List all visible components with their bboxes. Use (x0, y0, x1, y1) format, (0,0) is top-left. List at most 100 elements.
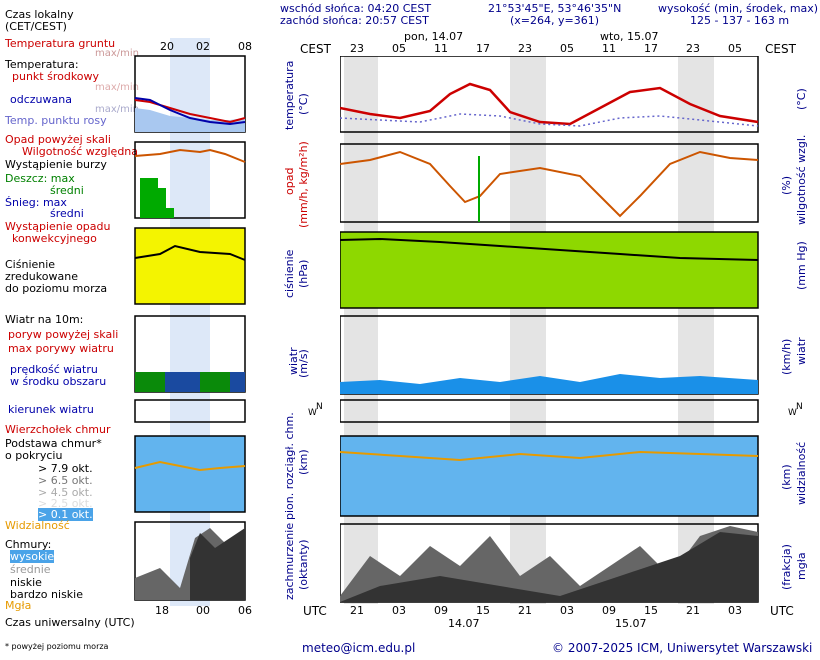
legend-snow: Śnieg: max (5, 196, 67, 209)
legend-convective: konwekcyjnego (12, 232, 97, 245)
compass-w-left: W (308, 408, 317, 418)
bottom-hour-4: 21 (518, 604, 532, 617)
legend-perceived: odczuwana (10, 93, 72, 106)
top-hour-2: 11 (434, 42, 448, 55)
label-pressure: ciśnienie (283, 249, 296, 298)
label-precip-unit: (mm/h, kg/m²h) (297, 141, 310, 228)
main-meteogram (340, 56, 759, 604)
legend-ground-temp: Temperatura gruntu (5, 37, 116, 50)
legend-rain-avg: średni (50, 184, 84, 197)
mini-hour-2: 02 (196, 40, 210, 53)
label-fog-unit: (frakcja) (780, 544, 793, 590)
legend-okt65: > 6.5 okt. (38, 474, 93, 487)
footer-email[interactable]: meteo@icm.edu.pl (302, 641, 416, 655)
bottom-hour-9: 03 (728, 604, 742, 617)
top-hour-3: 17 (476, 42, 490, 55)
day2-label: wto, 15.07 (600, 30, 659, 43)
legend-wind10: Wiatr na 10m: (5, 313, 84, 326)
bottom-hour-6: 09 (602, 604, 616, 617)
label-temp: temperatura (283, 60, 296, 130)
bottom-hour-0: 21 (350, 604, 364, 617)
label-pressure-unit: (hPa) (297, 259, 310, 288)
bottom-hour-1: 03 (392, 604, 406, 617)
legend-okt79: > 7.9 okt. (38, 462, 93, 475)
legend-gust-over: poryw powyżej skali (8, 328, 119, 341)
legend-pressure: Ciśnienie (5, 258, 56, 271)
legend-okt25: > 2.5 okt. (38, 497, 93, 510)
legend-humidity: Wilgotność względna (22, 145, 139, 158)
legend-pressure-sub1: zredukowane (5, 270, 78, 283)
sunrise-text: wschód słońca: 04:20 CEST (280, 2, 432, 15)
grid-text: (x=264, y=361) (510, 14, 600, 27)
bottom-hour-5: 03 (560, 604, 574, 617)
label-pressure-unit2: (mm Hg) (795, 241, 808, 290)
legend-mid-point: punkt środkowy (12, 70, 100, 83)
elevation-values: 125 - 137 - 163 m (690, 14, 790, 27)
utc-label-right: UTC (770, 604, 794, 618)
label-wind-unit2: (km/h) (780, 338, 793, 375)
footnote: * powyżej poziomu morza (5, 642, 109, 651)
top-hour-8: 23 (686, 42, 700, 55)
legend-visibility: Widzialność (5, 519, 70, 532)
cest-label-left: CEST (300, 42, 331, 56)
footer-copyright: © 2007-2025 ICM, Uniwersytet Warszawski (552, 641, 813, 655)
legend-cloud-base-sub: o pokryciu (5, 449, 63, 462)
compass-n-right: N (796, 402, 803, 412)
legend-okt45: > 4.5 okt. (38, 486, 93, 499)
legend-local-time: Czas lokalny (5, 8, 74, 21)
legend-precip-over: Opad powyżej skali (5, 133, 111, 146)
legend-wind-speed: prędkość wiatru (10, 363, 98, 376)
legend-dew-point: Temp. punktu rosy (5, 114, 107, 127)
legend-cloud-top: Wierzchołek chmur (5, 423, 111, 436)
bottom-hour-8: 21 (686, 604, 700, 617)
label-visibility-unit: (km) (780, 464, 793, 490)
compass-w-right: W (788, 408, 797, 418)
bottom-hour-2: 09 (434, 604, 448, 617)
top-hour-6: 11 (602, 42, 616, 55)
utc-label-left: UTC (303, 604, 327, 618)
legend-snow-avg: średni (50, 207, 84, 220)
top-hour-1: 05 (392, 42, 406, 55)
legend-max-min2: max/min (95, 82, 140, 93)
legend-max-min3: max/min (95, 104, 140, 115)
legend-okt01: > 0.1 okt. (38, 508, 93, 521)
legend-wind-area: w środku obszaru (10, 375, 107, 388)
day1-utc: 14.07 (448, 617, 480, 630)
top-hour-5: 05 (560, 42, 574, 55)
day1-label: pon, 14.07 (404, 30, 464, 43)
day2-utc: 15.07 (615, 617, 647, 630)
mini-bhour-3: 06 (238, 604, 252, 617)
legend-storm: Wystąpienie burzy (5, 158, 107, 171)
label-humidity-unit: (%) (780, 175, 793, 195)
top-hour-9: 05 (728, 42, 742, 55)
bottom-hour-3: 15 (476, 604, 490, 617)
legend-high: wysokie (10, 550, 55, 563)
legend-pressure-sub2: do poziomu morza (5, 282, 108, 295)
label-visibility: widzialność (795, 441, 808, 505)
legend-utc: Czas uniwersalny (UTC) (5, 616, 135, 629)
legend-low: niskie (10, 576, 42, 589)
legend-mid: średnie (10, 563, 51, 576)
legend-wind-dir: kierunek wiatru (8, 403, 94, 416)
legend-cloud-base: Podstawa chmur* (5, 437, 102, 450)
label-cover: zachmurzenie (283, 522, 296, 600)
top-hour-0: 23 (350, 42, 364, 55)
legend-max-min: max/min (95, 48, 140, 59)
legend-fog: Mgła (5, 599, 32, 612)
mini-meteogram (134, 38, 246, 606)
mini-bhour-1: 18 (155, 604, 169, 617)
cest-label-right: CEST (765, 42, 796, 56)
legend-very-low: bardzo niskie (10, 588, 83, 601)
legend-temperature: Temperatura: (5, 58, 79, 71)
legend-local-time-sub: (CET/CEST) (5, 20, 67, 33)
label-wind-unit: (m/s) (297, 349, 310, 378)
label-temp-unit-right: (°C) (795, 88, 808, 110)
label-cloud-unit: (km) (297, 449, 310, 475)
legend-clouds: Chmury: (5, 538, 52, 551)
sunset-text: zachód słońca: 20:57 CEST (280, 14, 429, 27)
mini-hour-1: 20 (160, 40, 174, 53)
label-cover-unit: (oktanty) (297, 539, 310, 590)
legend-gust-max: max porywy wiatru (8, 342, 114, 355)
coords-text: 21°53'45"E, 53°46'35"N (488, 2, 622, 15)
label-humidity: wilgotność wzgl. (795, 134, 808, 225)
